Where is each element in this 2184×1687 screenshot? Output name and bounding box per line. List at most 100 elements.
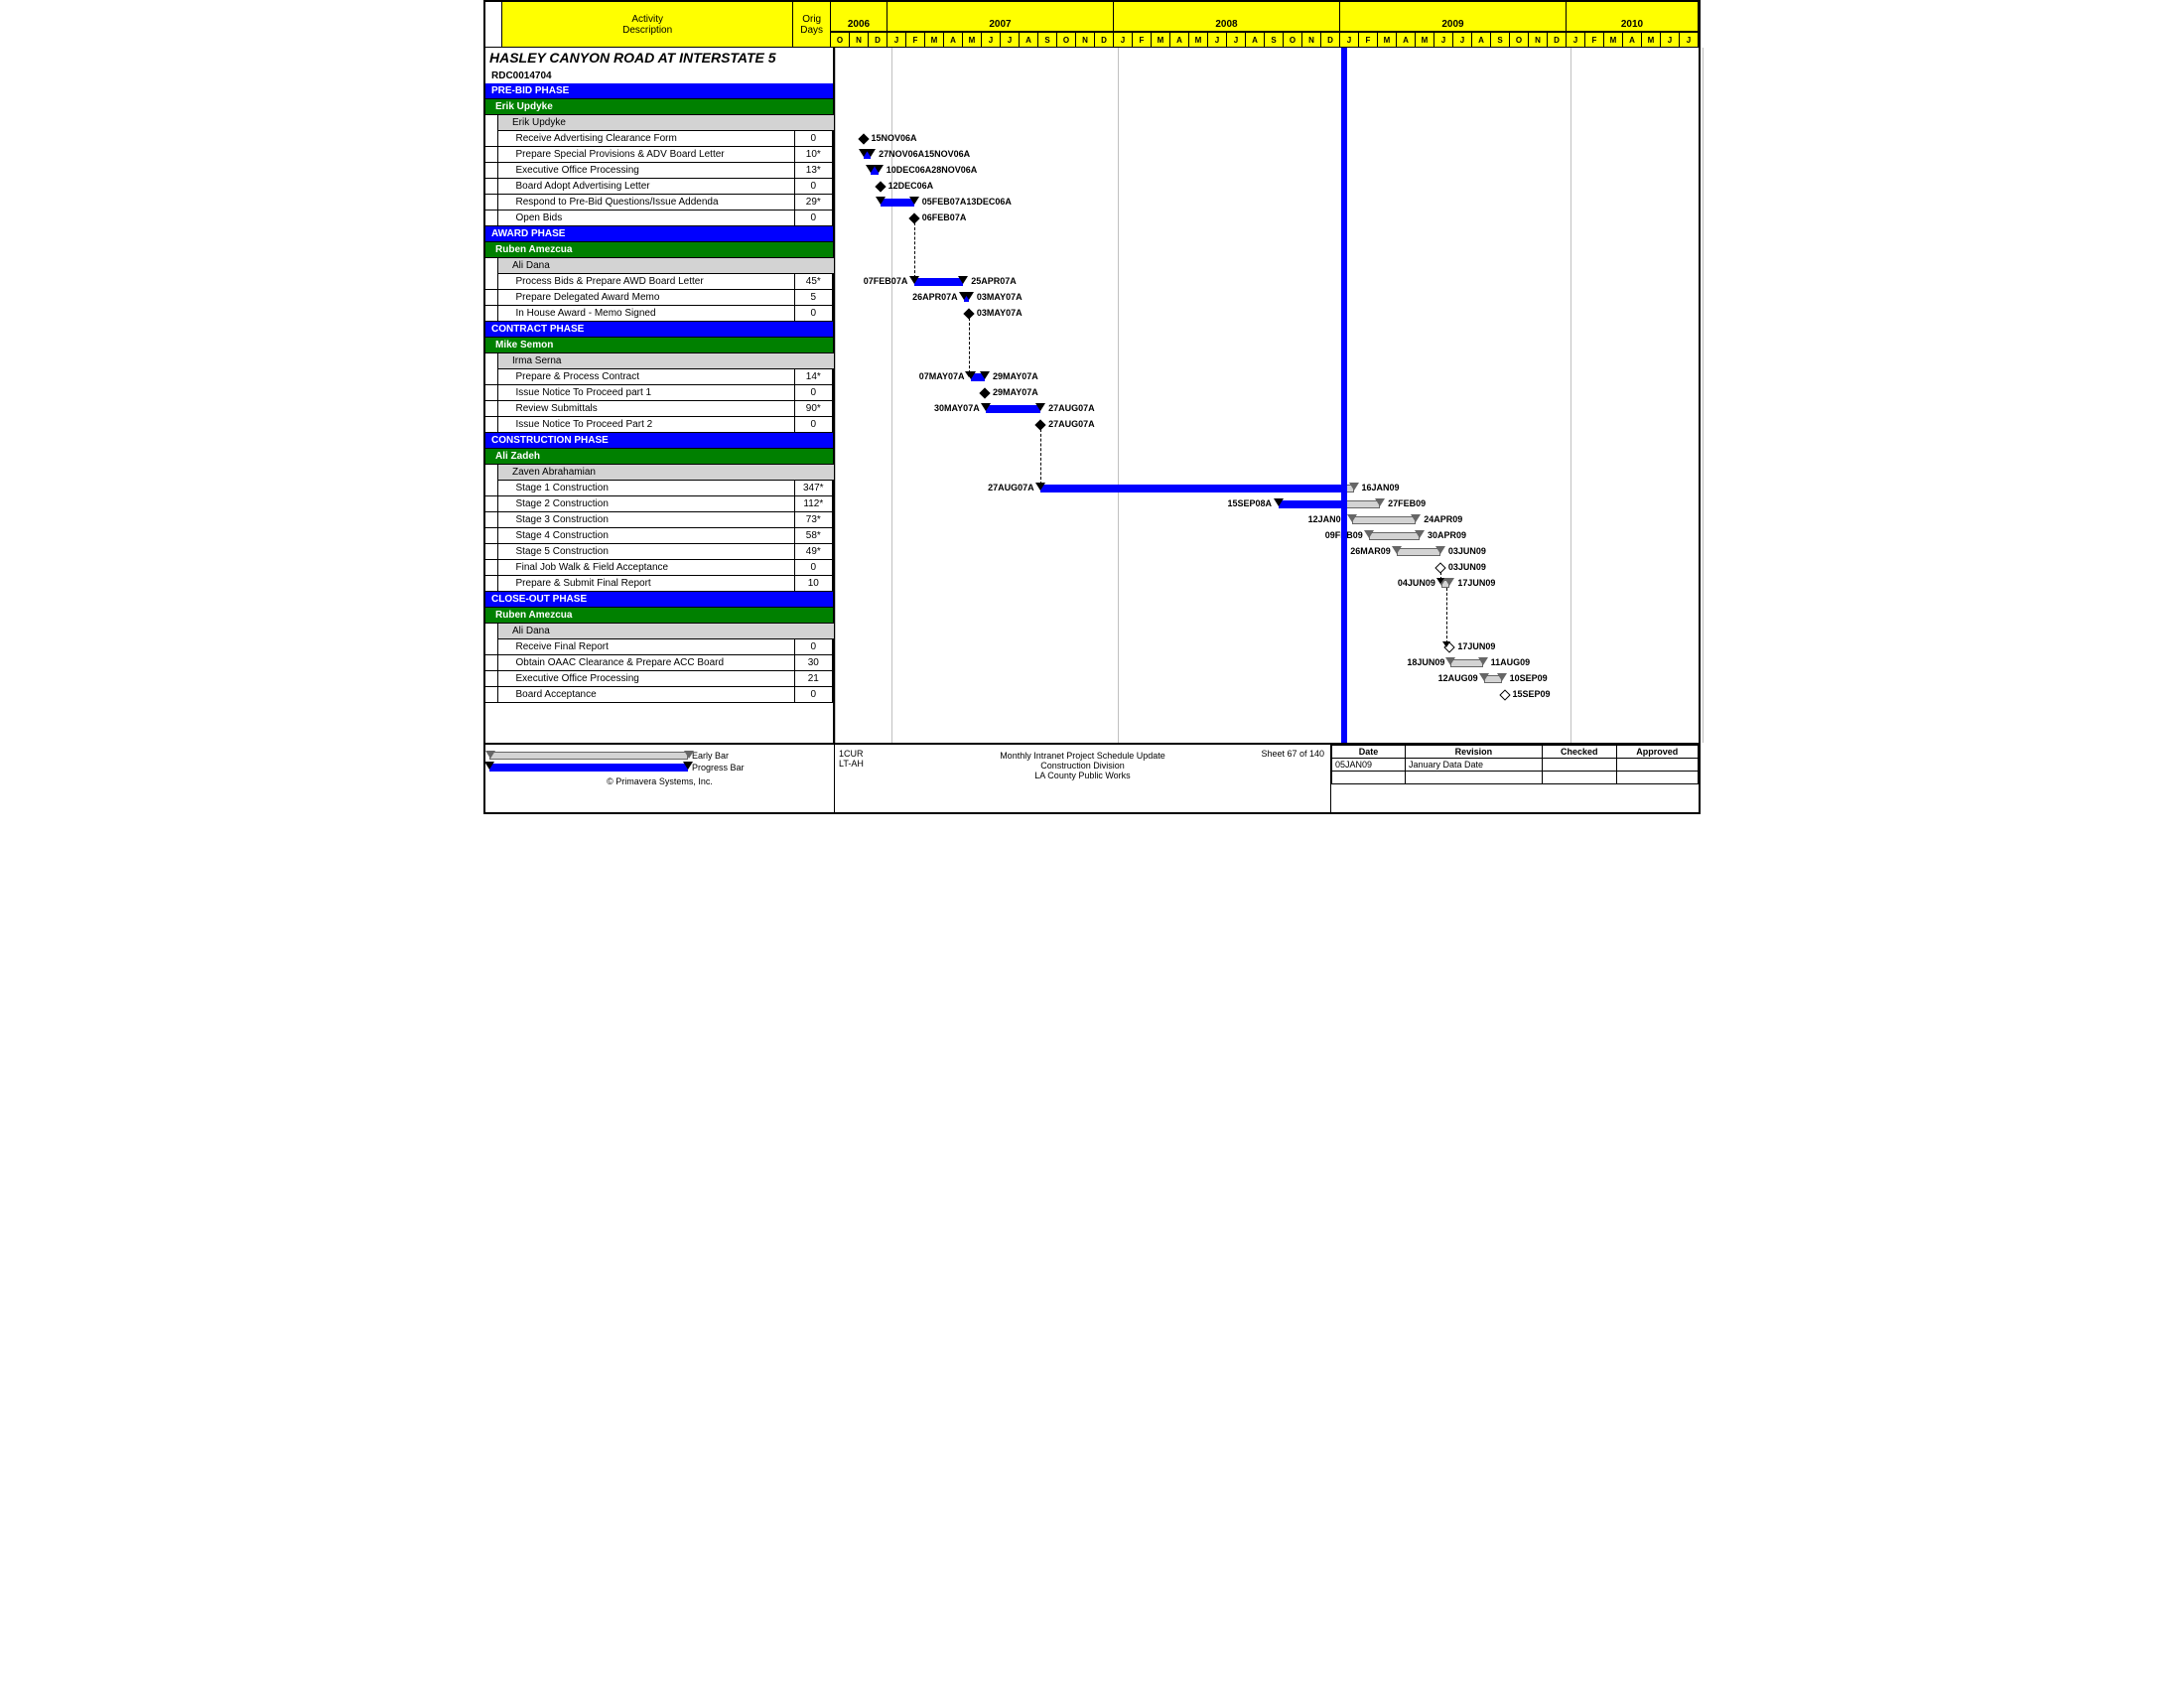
activity-days: 0 <box>795 131 833 146</box>
month-cell: S <box>1265 33 1284 47</box>
month-cell: M <box>925 33 944 47</box>
month-cell: A <box>1246 33 1265 47</box>
early-bar <box>1369 532 1420 540</box>
month-cell: A <box>1623 33 1642 47</box>
month-cell: S <box>1491 33 1510 47</box>
bar-label-right: 05FEB07A13DEC06A <box>922 197 1012 207</box>
year-2009: 2009 <box>1340 18 1567 31</box>
activity-desc: Prepare & Process Contract <box>497 369 795 384</box>
activity-desc: Review Submittals <box>497 401 795 416</box>
progress-bar <box>1040 485 1344 492</box>
milestone-open-icon <box>1499 689 1510 700</box>
year-2010: 2010 <box>1567 18 1699 31</box>
activity-days: 58* <box>795 528 833 543</box>
month-cell: D <box>1095 33 1114 47</box>
bar-label-left: 26MAR09 <box>1350 546 1391 556</box>
month-cell: M <box>963 33 982 47</box>
activity-days: 29* <box>795 195 833 210</box>
month-cell: J <box>887 33 906 47</box>
bar-label-right: 30APR09 <box>1428 530 1466 540</box>
copyright: © Primavera Systems, Inc. <box>489 776 830 786</box>
bar-label-left: 30MAY07A <box>934 403 980 413</box>
project-code: RDC0014704 <box>485 68 833 83</box>
bar-label-right: 10SEP09 <box>1510 673 1548 683</box>
bar-label-right: 12DEC06A <box>888 181 934 191</box>
activity-days: 73* <box>795 512 833 527</box>
activity-days: 10 <box>795 576 833 591</box>
bar-label-right: 27FEB09 <box>1388 498 1426 508</box>
activity-days: 21 <box>795 671 833 686</box>
year-2007: 2007 <box>887 18 1114 31</box>
month-cell: M <box>1189 33 1208 47</box>
month-cell: F <box>1585 33 1604 47</box>
month-cell: J <box>1567 33 1585 47</box>
footer-codes: 1CURLT-AH <box>839 749 864 769</box>
progress-bar <box>914 278 963 286</box>
month-cell: D <box>1548 33 1567 47</box>
activity-days: 10* <box>795 147 833 162</box>
activity-desc: Obtain OAAC Clearance & Prepare ACC Boar… <box>497 655 795 670</box>
month-cell: J <box>1114 33 1133 47</box>
activity-days: 0 <box>795 179 833 194</box>
activity-days: 0 <box>795 639 833 654</box>
bar-label-left: 07FEB07A <box>864 276 908 286</box>
activity-days: 347* <box>795 481 833 495</box>
sub-person: Ali Dana <box>497 624 835 639</box>
year-2008: 2008 <box>1114 18 1340 31</box>
month-cell: A <box>944 33 963 47</box>
bar-label-left: 04JUN09 <box>1398 578 1435 588</box>
activity-days: 14* <box>795 369 833 384</box>
activity-days: 0 <box>795 306 833 321</box>
activity-days: 5 <box>795 290 833 305</box>
activity-desc: Prepare Delegated Award Memo <box>497 290 795 305</box>
early-bar <box>1352 516 1417 524</box>
manager-row: Ruben Amezcua <box>485 242 833 258</box>
activity-desc: Process Bids & Prepare AWD Board Letter <box>497 274 795 289</box>
activity-desc: Stage 1 Construction <box>497 481 795 495</box>
manager-row: Mike Semon <box>485 338 833 353</box>
month-cell: J <box>1227 33 1246 47</box>
phase-row: PRE-BID PHASE <box>485 83 833 99</box>
month-cell: M <box>1152 33 1170 47</box>
activity-days: 0 <box>795 417 833 432</box>
month-cell: M <box>1378 33 1397 47</box>
month-cell: O <box>1284 33 1302 47</box>
phase-row: CONSTRUCTION PHASE <box>485 433 833 449</box>
activity-days: 90* <box>795 401 833 416</box>
phase-row: CONTRACT PHASE <box>485 322 833 338</box>
bar-label-left: 12JAN09 <box>1308 514 1346 524</box>
activity-desc: Board Adopt Advertising Letter <box>497 179 795 194</box>
month-cell: N <box>1076 33 1095 47</box>
sub-person: Ali Dana <box>497 258 835 274</box>
sub-person: Zaven Abrahamian <box>497 465 835 481</box>
activity-desc: Stage 3 Construction <box>497 512 795 527</box>
activity-days: 112* <box>795 496 833 511</box>
month-cell: J <box>1661 33 1680 47</box>
bar-label-right: 29MAY07A <box>993 387 1038 397</box>
month-cell: D <box>1321 33 1340 47</box>
project-title: HASLEY CANYON ROAD AT INTERSTATE 5 <box>485 48 833 68</box>
month-cell: J <box>1001 33 1020 47</box>
legend-panel: Early Bar Progress Bar © Primavera Syste… <box>485 745 835 812</box>
month-cell: F <box>906 33 925 47</box>
manager-row: Erik Updyke <box>485 99 833 115</box>
month-cell: N <box>850 33 869 47</box>
month-cell: F <box>1359 33 1378 47</box>
activity-desc: Open Bids <box>497 211 795 225</box>
month-cell: M <box>1416 33 1434 47</box>
activity-desc: Executive Office Processing <box>497 163 795 178</box>
bar-label-right: 17JUN09 <box>1457 578 1495 588</box>
footer-title: Monthly Intranet Project Schedule Update… <box>839 751 1326 780</box>
bar-label-left: 15SEP08A <box>1228 498 1273 508</box>
activity-desc: Executive Office Processing <box>497 671 795 686</box>
month-cell: A <box>1020 33 1038 47</box>
month-cell: M <box>1642 33 1661 47</box>
activity-days: 0 <box>795 211 833 225</box>
legend-progress-label: Progress Bar <box>692 763 745 773</box>
activity-desc: Final Job Walk & Field Acceptance <box>497 560 795 575</box>
activity-desc: Respond to Pre-Bid Questions/Issue Adden… <box>497 195 795 210</box>
bar-label-right: 27AUG07A <box>1048 403 1095 413</box>
activity-desc: Stage 2 Construction <box>497 496 795 511</box>
dependency-link <box>1040 429 1041 485</box>
bar-label-right: 15NOV06A <box>872 133 917 143</box>
